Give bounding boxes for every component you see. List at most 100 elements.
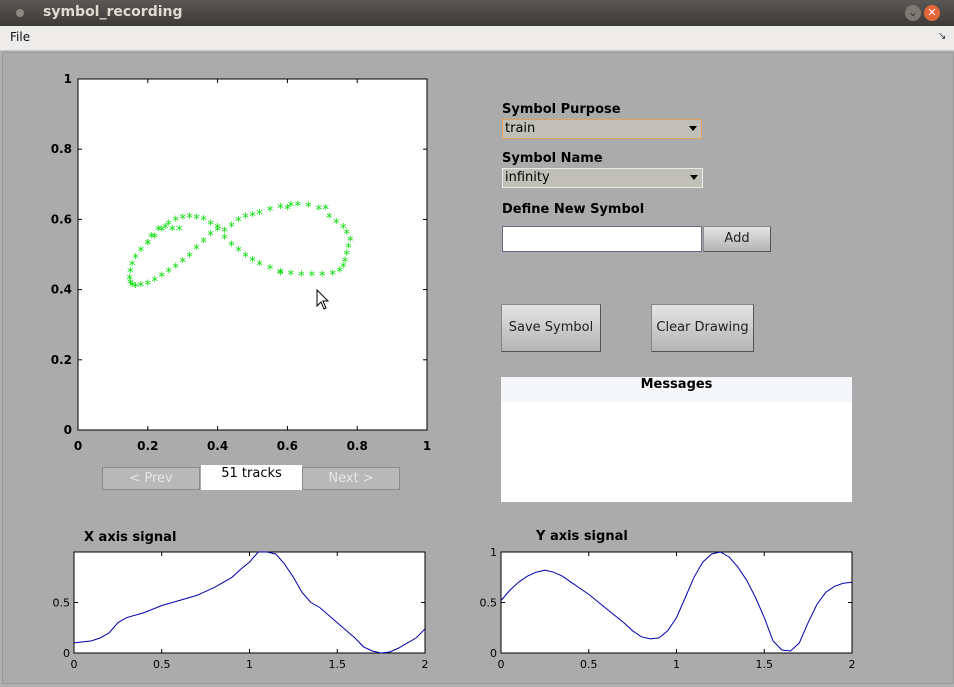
drawing-point: * [145,238,152,253]
drawing-point: * [228,220,235,235]
drawing-point: * [267,205,274,220]
drawing-ytick-label: 0.2 [51,353,72,367]
drawing-point: * [309,270,316,285]
drawing-point: * [277,202,284,217]
drawing-point: * [127,266,134,281]
drawing-point: * [228,240,235,255]
chevron-down-icon [690,175,698,180]
drawing-ytick-label: 0.4 [51,283,72,297]
drawing-point: * [214,225,221,240]
drawing-point: * [288,200,295,215]
drawing-point: * [319,270,326,285]
drawing-point: * [242,250,249,265]
drawing-point: * [256,259,263,274]
symbol-purpose-label: Symbol Purpose [502,102,621,117]
drawing-point: * [242,212,249,227]
window-menu-icon[interactable] [16,9,24,17]
drawing-xtick-label: 0 [74,439,82,453]
messages-header: Messages [501,377,852,402]
drawing-point: * [277,268,284,283]
drawing-point: * [284,203,291,218]
drawing-point: * [343,249,350,264]
menu-bar: File ↘ [0,26,954,51]
drawing-point: * [132,281,139,296]
drawing-point: * [330,269,337,284]
drawing-point: * [129,280,136,295]
drawing-point: * [138,245,145,260]
symbol-name-value: infinity [505,170,550,185]
drawing-point: * [340,222,347,237]
chevron-down-icon [689,126,697,131]
save-symbol-button[interactable]: Save Symbol [501,304,601,352]
drawing-point: * [129,259,136,274]
x-signal-title: X axis signal [84,530,177,545]
title-bar[interactable]: symbol_recording ⌄ ✕ [0,0,954,26]
define-symbol-label: Define New Symbol [502,202,645,217]
clear-drawing-button[interactable]: Clear Drawing [651,304,754,352]
drawing-ytick-label: 0 [64,423,72,437]
next-button[interactable]: Next > [302,467,400,490]
drawing-point: * [295,199,302,214]
drawing-point: * [176,224,183,239]
drawing-point: * [127,277,134,292]
drawing-point: * [256,208,263,223]
drawing-point: * [169,224,176,239]
drawing-point: * [342,256,349,271]
minimize-icon[interactable]: ⌄ [905,5,921,21]
drawing-point: * [249,255,256,270]
drawing-xtick-label: 0.4 [207,439,228,453]
drawing-point: * [186,212,193,227]
drawing-canvas[interactable] [77,78,428,431]
drawing-point: * [145,278,152,293]
drawing-ytick-label: 1 [64,72,72,86]
symbol-name-label: Symbol Name [502,151,603,166]
drawing-point: * [316,204,323,219]
drawing-point: * [207,219,214,234]
symbol-name-select[interactable]: infinity [502,168,703,188]
drawing-point: * [214,222,221,237]
drawing-point: * [221,233,228,248]
drawing-point: * [132,252,139,267]
prev-button[interactable]: < Prev [102,467,200,490]
drawing-xtick-label: 0.8 [347,439,368,453]
drawing-point: * [235,215,242,230]
drawing-point: * [326,212,333,227]
drawing-point: * [159,271,166,286]
messages-panel[interactable]: Messages [501,377,852,502]
drawing-point: * [145,238,152,253]
add-button[interactable]: Add [703,226,771,252]
drawing-point: * [152,275,159,290]
drawing-point: * [172,261,179,276]
y-signal-title: Y axis signal [536,529,628,544]
drawing-point: * [179,256,186,271]
tracks-count: 51 tracks [201,465,302,490]
drawing-xtick-label: 0.6 [277,439,298,453]
drawing-point: * [179,212,186,227]
drawing-point: * [323,203,330,218]
drawing-point: * [152,232,159,247]
menu-file[interactable]: File [10,30,31,44]
drawing-point: * [288,269,295,284]
drawing-point: * [345,241,352,256]
dock-arrow-icon[interactable]: ↘ [938,31,947,42]
new-symbol-input[interactable] [502,226,702,252]
close-icon[interactable]: ✕ [924,5,940,21]
drawing-xtick-label: 0.2 [137,439,158,453]
drawing-point: * [333,217,340,232]
window-title: symbol_recording [43,4,183,20]
drawing-point: * [186,250,193,265]
drawing-point: * [277,267,284,282]
drawing-point: * [249,210,256,225]
drawing-point: * [305,200,312,215]
drawing-point: * [193,243,200,258]
drawing-point: * [138,280,145,295]
symbol-purpose-select[interactable]: train [502,119,702,139]
drawing-point: * [337,265,344,280]
drawing-point: * [298,270,305,285]
drawing-point: * [155,224,162,239]
drawing-ytick-label: 0.6 [51,212,72,226]
drawing-point: * [340,261,347,276]
drawing-point: * [165,219,172,234]
